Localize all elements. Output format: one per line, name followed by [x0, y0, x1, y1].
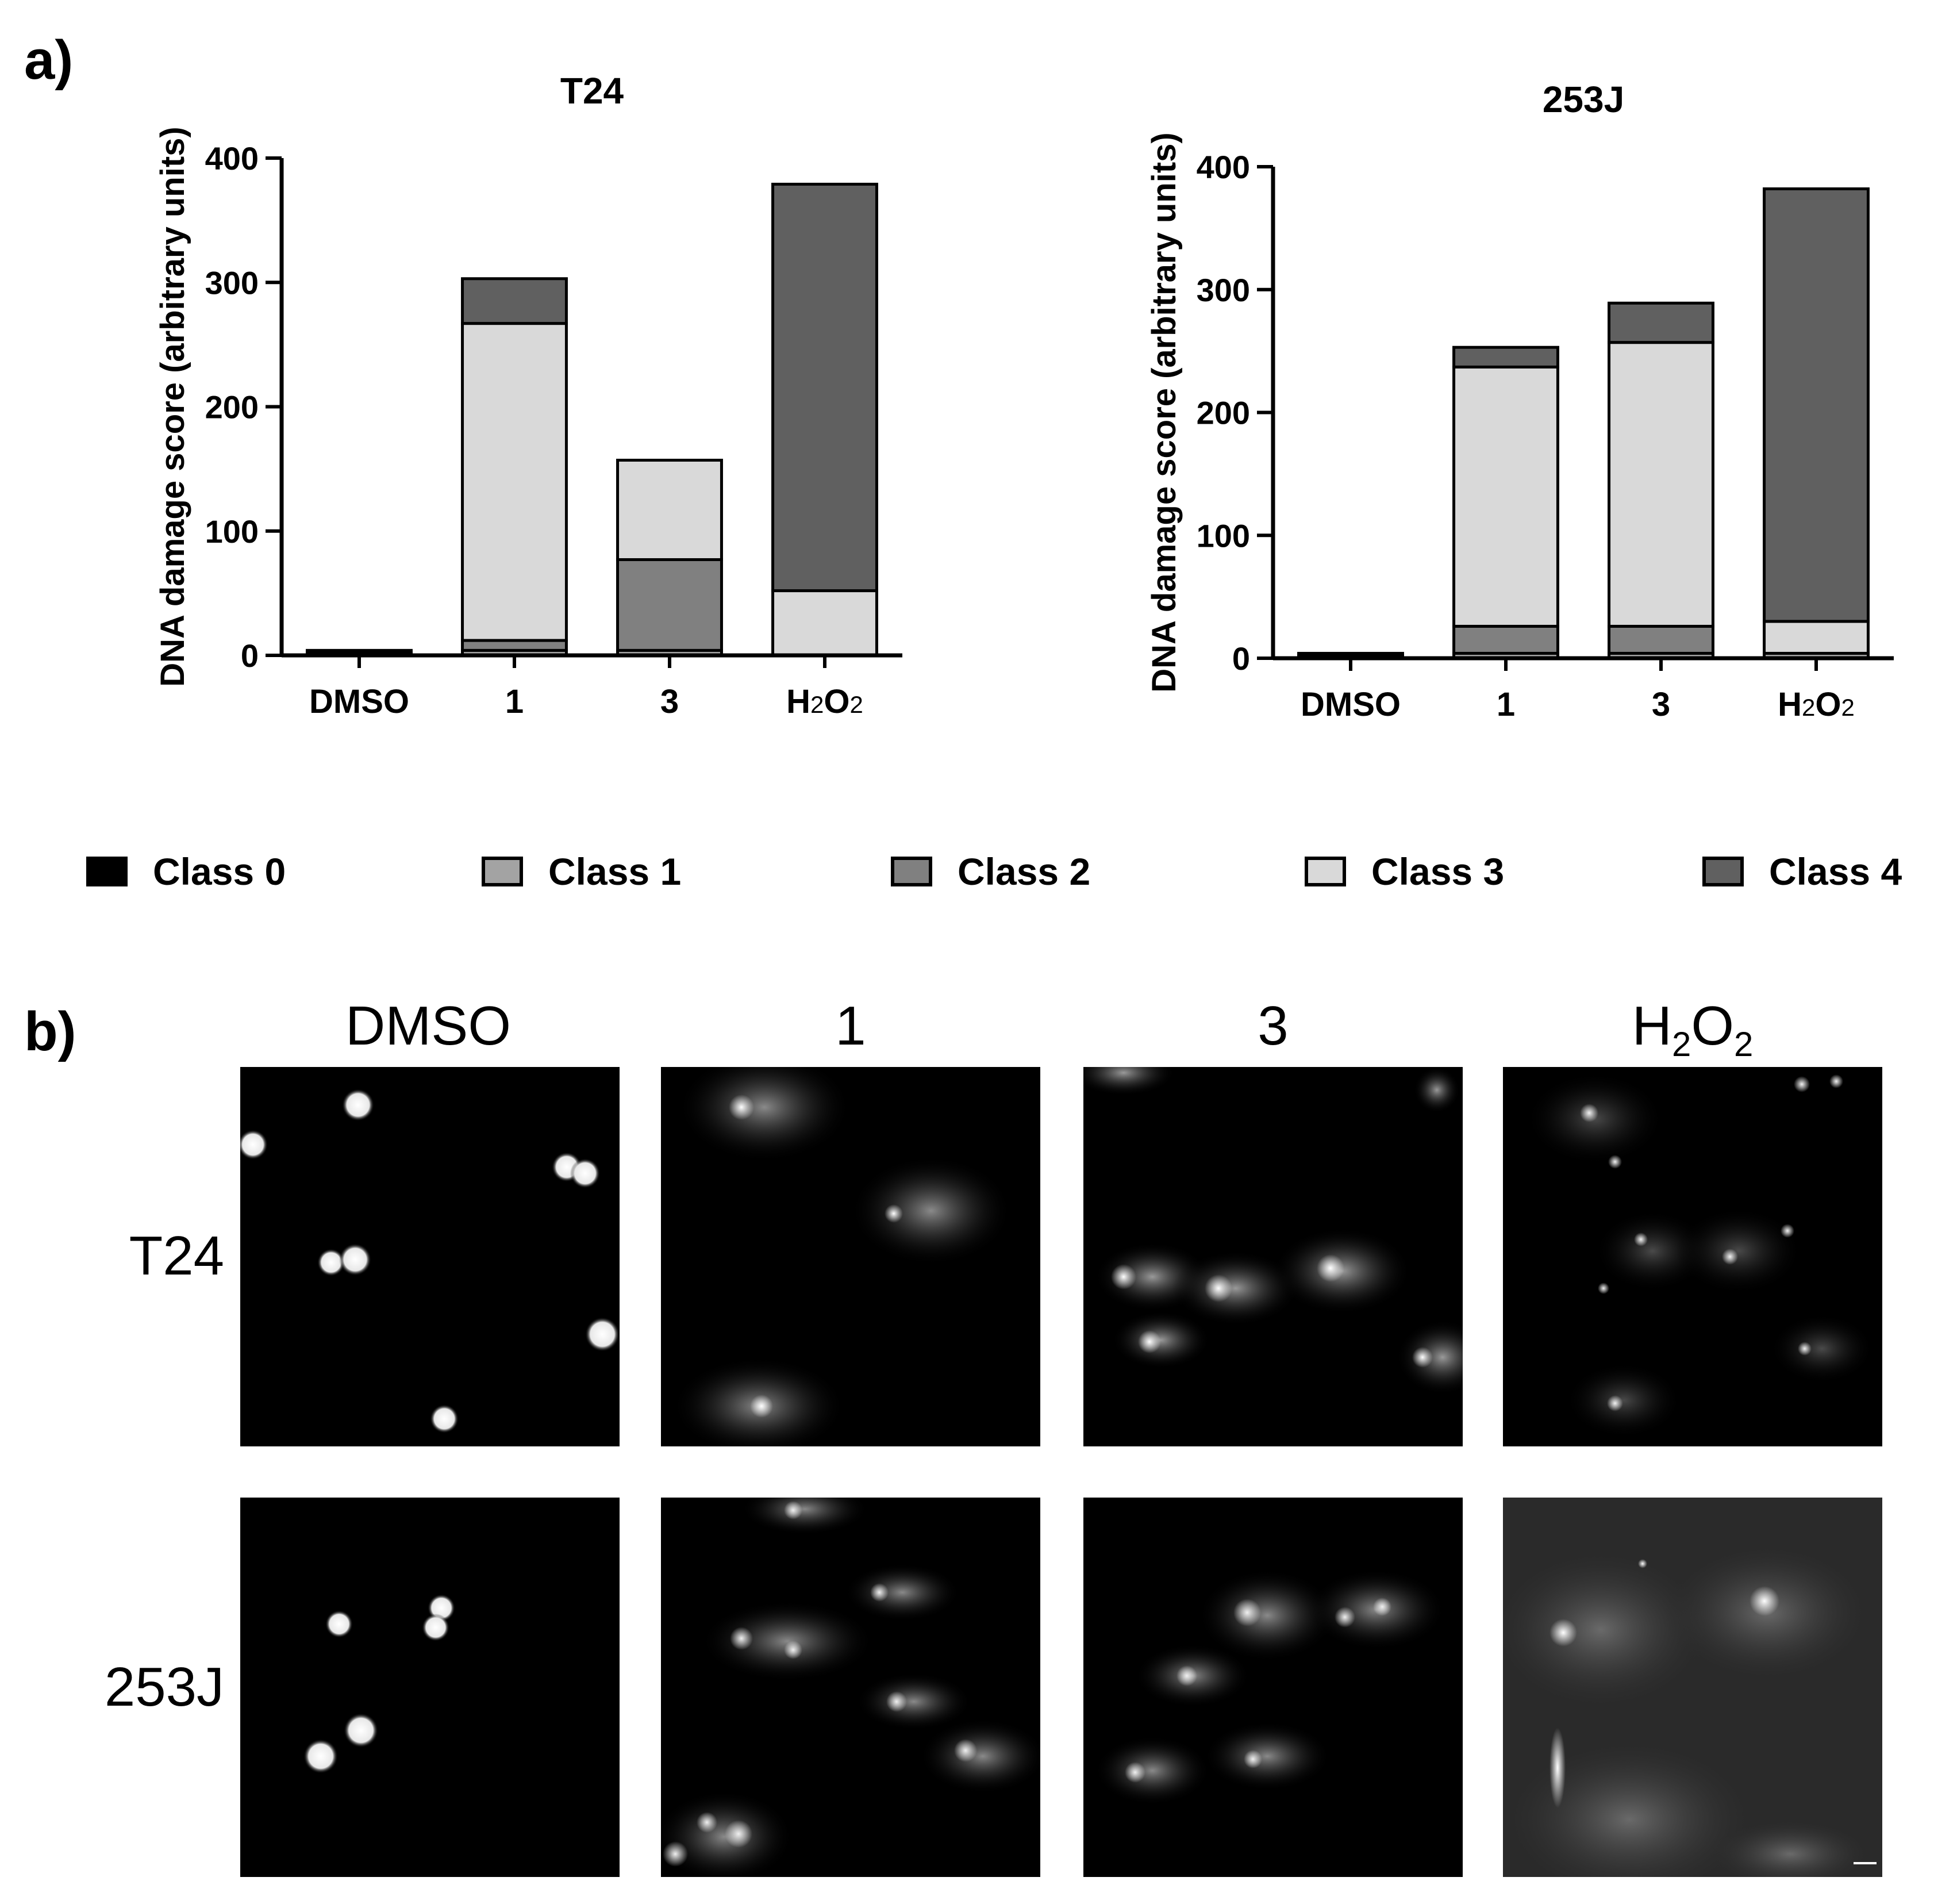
- micrograph-253j-h2o2: [1503, 1498, 1882, 1877]
- x-tick-label-h2o2: H2O2: [786, 683, 863, 720]
- micrograph-253j-compound-3: [1083, 1498, 1463, 1877]
- legend-swatch-class-2: [891, 857, 932, 886]
- micrograph-253j-dmso: [240, 1498, 620, 1877]
- bar-segment-h2o2-class-4: [771, 182, 878, 593]
- row-label-t24: T24: [129, 1225, 224, 1287]
- bar-segment-h2o2-class-3: [771, 589, 878, 657]
- y-tick-label-0: 0: [1232, 640, 1250, 677]
- chart-title: T24: [560, 70, 624, 112]
- legend-item-class-2: Class 2: [891, 843, 1090, 900]
- micrograph-t24-compound-1: [661, 1067, 1040, 1446]
- bar-segment-1-class-3: [1452, 365, 1559, 628]
- legend: Class 0 Class 1 Class 2 Class 3 Class 4: [86, 843, 1925, 900]
- legend-item-class-0: Class 0: [86, 843, 286, 900]
- bar-segment-dmso-class-1: [306, 648, 413, 655]
- legend-item-class-3: Class 3: [1305, 843, 1504, 900]
- micrograph-253j-compound-1: [661, 1498, 1040, 1877]
- bar-segment-dmso-class-1: [1297, 651, 1404, 658]
- legend-label-class-4: Class 4: [1769, 850, 1902, 893]
- bar-segment-3-class-3: [616, 458, 723, 561]
- legend-item-class-1: Class 1: [482, 843, 681, 900]
- x-tick-label-dmso: DMSO: [309, 683, 409, 720]
- row-label-253j: 253J: [104, 1656, 224, 1718]
- bar-segment-1-class-3: [461, 322, 568, 642]
- x-tick-label-3: 3: [1652, 686, 1670, 723]
- bar-segment-h2o2-class-4: [1763, 187, 1870, 623]
- y-tick-label-400: 400: [205, 140, 259, 176]
- micrograph-t24-compound-3: [1083, 1067, 1463, 1446]
- legend-label-class-3: Class 3: [1371, 850, 1505, 893]
- bar-segment-3-class-2: [1608, 624, 1714, 655]
- y-tick-label-0: 0: [241, 638, 259, 674]
- y-tick-label-200: 200: [1197, 395, 1250, 431]
- legend-swatch-class-3: [1305, 857, 1346, 886]
- panel-a-label: a): [24, 29, 74, 91]
- legend-label-class-2: Class 2: [958, 850, 1091, 893]
- bar-segment-h2o2-class-3: [1763, 620, 1870, 655]
- panel-b-label: b): [24, 1001, 76, 1062]
- bar-segment-1-class-2: [461, 639, 568, 652]
- bar-segment-1-class-4: [461, 277, 568, 325]
- bar-segment-3-class-2: [616, 558, 723, 652]
- chart-253j: 253J DNA damage score (arbitrary units) DM…: [1145, 79, 1894, 723]
- chart-title: 253J: [1543, 79, 1624, 120]
- y-axis-label: DNA damage score (arbitrary units): [154, 126, 191, 686]
- y-tick-label-100: 100: [205, 513, 259, 550]
- y-tick-label-300: 300: [205, 264, 259, 301]
- micrograph-t24-dmso: [240, 1067, 620, 1446]
- col-header-3: 3: [1258, 995, 1289, 1057]
- x-tick-label-1: 1: [505, 683, 524, 720]
- bar-segment-1-class-2: [1452, 624, 1559, 655]
- y-tick-label-300: 300: [1197, 272, 1250, 308]
- col-header-h2o2: H2O2: [1632, 995, 1754, 1064]
- bar-segment-1-class-4: [1452, 346, 1559, 368]
- legend-label-class-1: Class 1: [548, 850, 682, 893]
- legend-swatch-class-1: [482, 857, 523, 886]
- chart-t24: T24 DNA damage score (arbitrary units) DMS…: [154, 70, 902, 720]
- bar-segment-3-class-3: [1608, 341, 1714, 628]
- y-tick-label-400: 400: [1197, 149, 1250, 185]
- x-tick-label-3: 3: [660, 683, 679, 720]
- micrograph-t24-h2o2: [1503, 1067, 1882, 1446]
- y-tick-label-100: 100: [1197, 517, 1250, 554]
- legend-swatch-class-4: [1702, 857, 1744, 886]
- x-tick-label-1: 1: [1497, 686, 1515, 723]
- bar-segment-3-class-4: [1608, 301, 1714, 344]
- x-tick-label-h2o2: H2O2: [1778, 686, 1855, 723]
- legend-swatch-class-0: [86, 857, 128, 886]
- col-header-1: 1: [835, 995, 866, 1057]
- legend-item-class-4: Class 4: [1702, 843, 1902, 900]
- col-header-dmso: DMSO: [345, 995, 511, 1057]
- x-tick-label-dmso: DMSO: [1301, 686, 1401, 723]
- y-axis-label: DNA damage score (arbitrary units): [1145, 132, 1183, 692]
- legend-label-class-0: Class 0: [153, 850, 286, 893]
- y-tick-label-200: 200: [205, 389, 259, 425]
